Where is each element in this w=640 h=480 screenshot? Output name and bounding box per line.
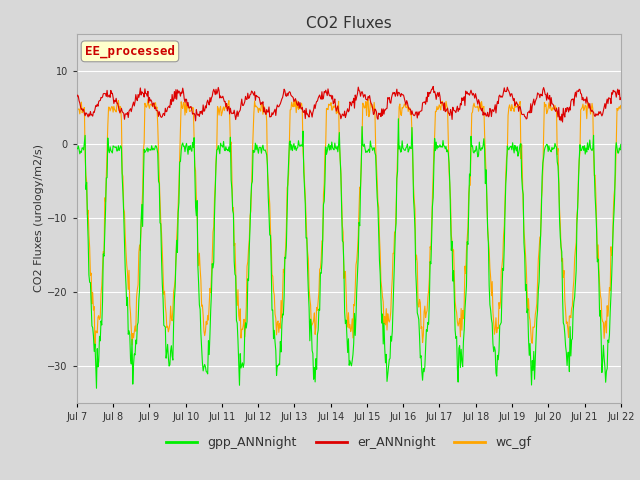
Text: EE_processed: EE_processed xyxy=(85,45,175,58)
Title: CO2 Fluxes: CO2 Fluxes xyxy=(306,16,392,31)
Y-axis label: CO2 Fluxes (urology/m2/s): CO2 Fluxes (urology/m2/s) xyxy=(35,144,45,292)
Legend: gpp_ANNnight, er_ANNnight, wc_gf: gpp_ANNnight, er_ANNnight, wc_gf xyxy=(161,431,536,454)
